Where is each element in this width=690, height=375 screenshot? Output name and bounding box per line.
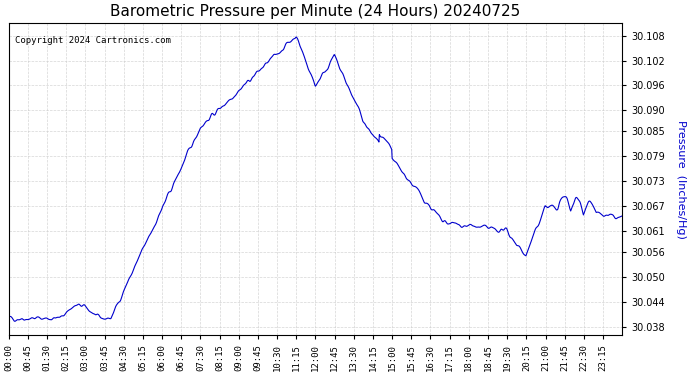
Title: Barometric Pressure per Minute (24 Hours) 20240725: Barometric Pressure per Minute (24 Hours… (110, 4, 520, 19)
Text: Copyright 2024 Cartronics.com: Copyright 2024 Cartronics.com (14, 36, 170, 45)
Y-axis label: Pressure  (Inches/Hg): Pressure (Inches/Hg) (676, 120, 686, 238)
